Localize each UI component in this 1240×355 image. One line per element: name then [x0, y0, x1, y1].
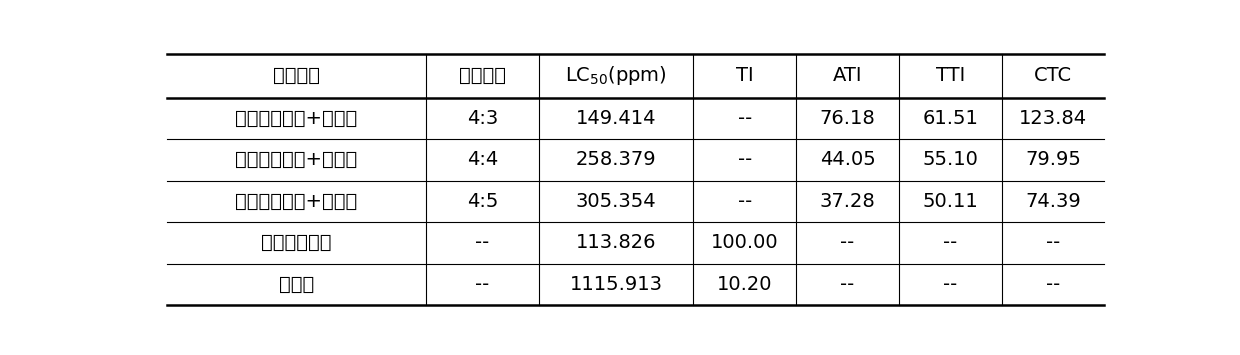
Text: 305.354: 305.354: [575, 192, 656, 211]
Text: 123.84: 123.84: [1019, 109, 1087, 128]
Text: 44.05: 44.05: [820, 150, 875, 169]
Text: --: --: [738, 150, 751, 169]
Text: 金龟子绿僵菌: 金龟子绿僵菌: [260, 233, 331, 252]
Text: CTC: CTC: [1034, 66, 1073, 85]
Text: 4:3: 4:3: [466, 109, 498, 128]
Text: --: --: [841, 233, 854, 252]
Text: --: --: [1047, 233, 1060, 252]
Text: 50.11: 50.11: [923, 192, 978, 211]
Text: 100.00: 100.00: [711, 233, 779, 252]
Text: 55.10: 55.10: [923, 150, 978, 169]
Text: 金龟子绿僵菌+噻唑锌: 金龟子绿僵菌+噻唑锌: [236, 192, 357, 211]
Text: 4:5: 4:5: [466, 192, 498, 211]
Text: 61.51: 61.51: [923, 109, 978, 128]
Text: 4:4: 4:4: [466, 150, 498, 169]
Text: --: --: [738, 109, 751, 128]
Text: 113.826: 113.826: [575, 233, 656, 252]
Text: 组分比例: 组分比例: [459, 66, 506, 85]
Text: 76.18: 76.18: [820, 109, 875, 128]
Text: 149.414: 149.414: [575, 109, 656, 128]
Text: 噻唑锌: 噻唑锌: [279, 275, 314, 294]
Text: TTI: TTI: [936, 66, 965, 85]
Text: ATI: ATI: [833, 66, 862, 85]
Text: --: --: [1047, 275, 1060, 294]
Text: 1115.913: 1115.913: [569, 275, 662, 294]
Text: --: --: [944, 233, 957, 252]
Text: 37.28: 37.28: [820, 192, 875, 211]
Text: 供试药剂: 供试药剂: [273, 66, 320, 85]
Text: 258.379: 258.379: [575, 150, 656, 169]
Text: --: --: [944, 275, 957, 294]
Text: --: --: [738, 192, 751, 211]
Text: --: --: [475, 233, 490, 252]
Text: LC$_{50}$(ppm): LC$_{50}$(ppm): [565, 64, 667, 87]
Text: 金龟子绿僵菌+噻唑锌: 金龟子绿僵菌+噻唑锌: [236, 150, 357, 169]
Text: 74.39: 74.39: [1025, 192, 1081, 211]
Text: --: --: [475, 275, 490, 294]
Text: 79.95: 79.95: [1025, 150, 1081, 169]
Text: 10.20: 10.20: [717, 275, 773, 294]
Text: --: --: [841, 275, 854, 294]
Text: 金龟子绿僵菌+噻唑锌: 金龟子绿僵菌+噻唑锌: [236, 109, 357, 128]
Text: TI: TI: [735, 66, 754, 85]
